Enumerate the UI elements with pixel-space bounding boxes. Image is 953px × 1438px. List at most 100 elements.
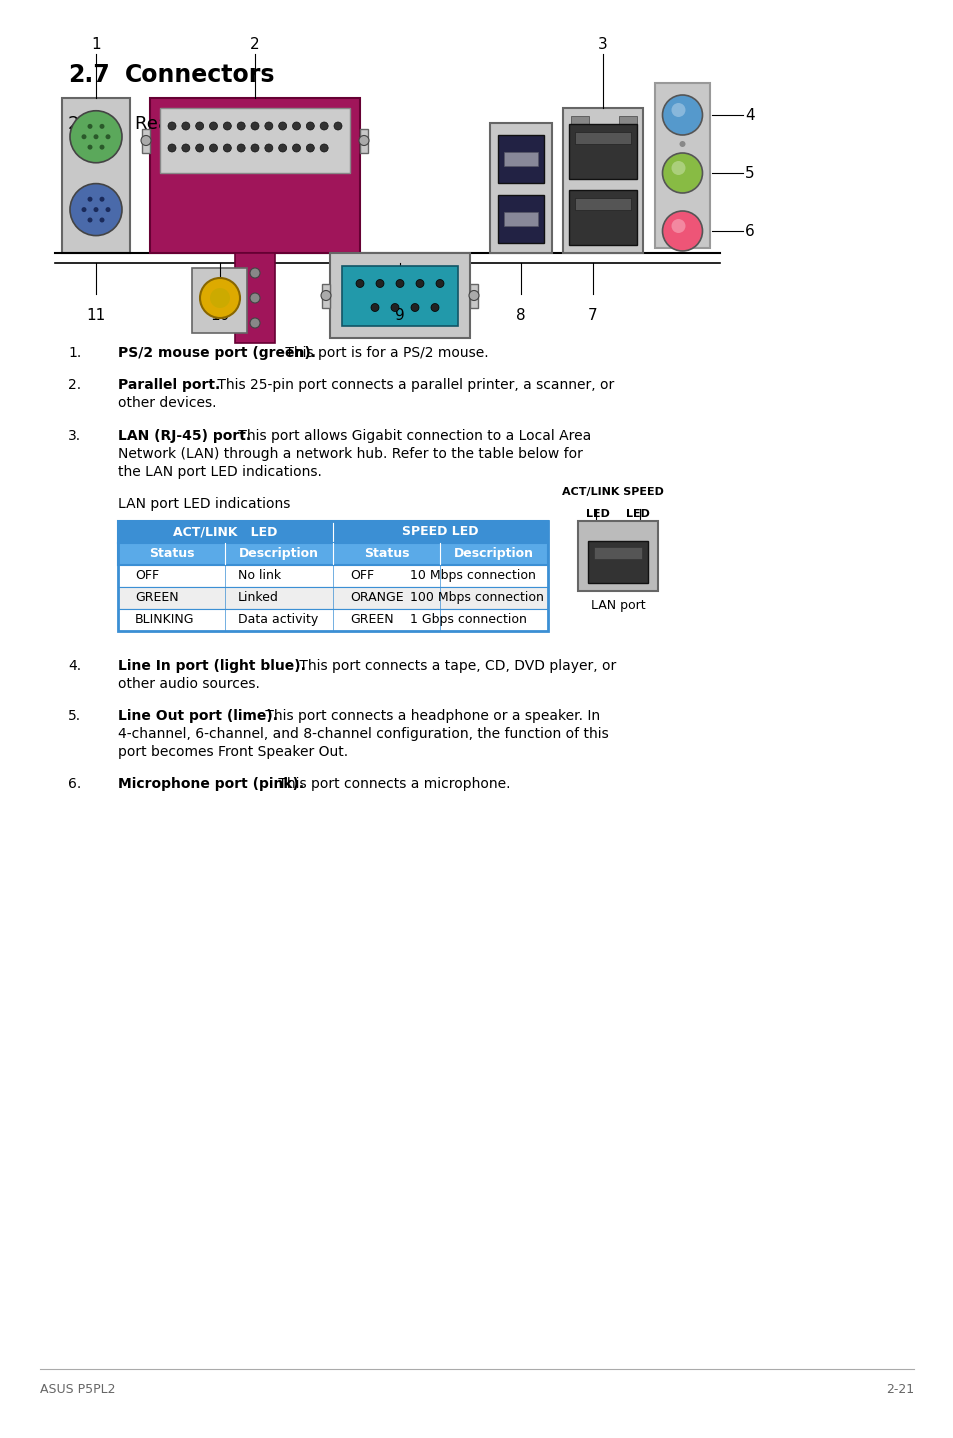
Text: 2.7: 2.7 — [68, 63, 110, 88]
Bar — [568, 190, 637, 244]
Circle shape — [251, 122, 258, 129]
Text: Line In port (light blue).: Line In port (light blue). — [118, 659, 306, 673]
Circle shape — [93, 134, 98, 139]
Text: 6: 6 — [744, 223, 754, 239]
Bar — [118, 587, 547, 608]
Bar — [142, 128, 150, 152]
Bar — [118, 608, 547, 631]
Bar — [575, 198, 630, 210]
Text: This port connects a tape, CD, DVD player, or: This port connects a tape, CD, DVD playe… — [294, 659, 616, 673]
Bar — [118, 565, 547, 587]
Circle shape — [237, 122, 245, 129]
Circle shape — [265, 144, 273, 152]
Circle shape — [182, 122, 190, 129]
Text: 4-channel, 6-channel, and 8-channel configuration, the function of this: 4-channel, 6-channel, and 8-channel conf… — [118, 728, 608, 741]
Text: the LAN port LED indications.: the LAN port LED indications. — [118, 464, 321, 479]
Text: 1.: 1. — [68, 347, 81, 360]
Circle shape — [106, 207, 111, 211]
Bar — [341, 266, 457, 325]
Text: 3.: 3. — [68, 429, 81, 443]
Bar — [118, 521, 547, 631]
Circle shape — [431, 303, 438, 312]
Text: SPEED LED: SPEED LED — [402, 525, 478, 538]
Circle shape — [661, 211, 701, 252]
Circle shape — [250, 293, 260, 303]
Circle shape — [293, 122, 300, 129]
Circle shape — [250, 267, 260, 278]
Text: GREEN: GREEN — [350, 613, 393, 626]
Bar — [503, 152, 537, 165]
Text: 1 Gbps connection: 1 Gbps connection — [410, 613, 526, 626]
Text: port becomes Front Speaker Out.: port becomes Front Speaker Out. — [118, 745, 348, 759]
Circle shape — [278, 122, 286, 129]
Bar — [587, 541, 647, 582]
Text: Description: Description — [239, 546, 319, 559]
Text: 3: 3 — [598, 37, 607, 52]
Text: Line Out port (lime).: Line Out port (lime). — [118, 709, 277, 723]
Text: Connectors: Connectors — [125, 63, 275, 88]
Circle shape — [250, 318, 260, 328]
Circle shape — [182, 144, 190, 152]
Bar — [575, 132, 630, 144]
Circle shape — [237, 144, 245, 152]
Circle shape — [210, 144, 217, 152]
Text: 5.: 5. — [68, 709, 81, 723]
Circle shape — [391, 303, 398, 312]
Circle shape — [99, 197, 105, 201]
Bar — [562, 108, 642, 253]
Circle shape — [195, 144, 203, 152]
Circle shape — [306, 144, 314, 152]
Circle shape — [99, 124, 105, 129]
Text: 10 Mbps connection: 10 Mbps connection — [410, 569, 536, 582]
Text: 4: 4 — [744, 108, 754, 122]
Bar — [322, 283, 330, 308]
Bar — [497, 135, 543, 183]
Circle shape — [88, 217, 92, 223]
Text: Rear panel connectors: Rear panel connectors — [135, 115, 337, 132]
Circle shape — [661, 152, 701, 193]
Circle shape — [88, 197, 92, 201]
Bar — [618, 116, 637, 127]
Text: 1: 1 — [91, 37, 101, 52]
Text: OFF: OFF — [134, 569, 159, 582]
Text: ASUS P5PL2: ASUS P5PL2 — [40, 1383, 115, 1396]
Text: BLINKING: BLINKING — [134, 613, 194, 626]
Text: Status: Status — [364, 546, 409, 559]
Circle shape — [210, 122, 217, 129]
Circle shape — [671, 161, 685, 175]
Circle shape — [469, 290, 478, 301]
Circle shape — [88, 145, 92, 150]
Text: other devices.: other devices. — [118, 397, 216, 410]
Circle shape — [375, 279, 384, 288]
Bar — [150, 98, 359, 253]
Text: Microphone port (pink).: Microphone port (pink). — [118, 778, 304, 791]
Circle shape — [99, 145, 105, 150]
Text: 2.7.1: 2.7.1 — [68, 115, 113, 132]
Bar — [118, 542, 547, 565]
Text: 2: 2 — [250, 37, 259, 52]
Circle shape — [416, 279, 423, 288]
Bar — [234, 253, 274, 344]
Circle shape — [293, 144, 300, 152]
Text: 9: 9 — [395, 308, 404, 324]
Text: LED: LED — [625, 509, 649, 519]
Circle shape — [210, 288, 230, 308]
Text: 4.: 4. — [68, 659, 81, 673]
Text: 11: 11 — [87, 308, 106, 324]
Bar — [655, 83, 709, 247]
Text: ACT/LINK   LED: ACT/LINK LED — [173, 525, 277, 538]
Bar — [497, 196, 543, 243]
Circle shape — [168, 122, 175, 129]
Circle shape — [99, 217, 105, 223]
Circle shape — [168, 144, 175, 152]
Text: This port is for a PS/2 mouse.: This port is for a PS/2 mouse. — [281, 347, 488, 360]
Circle shape — [320, 144, 328, 152]
Circle shape — [411, 303, 418, 312]
Circle shape — [395, 279, 403, 288]
Circle shape — [306, 122, 314, 129]
Text: LED: LED — [585, 509, 609, 519]
Circle shape — [436, 279, 443, 288]
Text: This 25-pin port connects a parallel printer, a scanner, or: This 25-pin port connects a parallel pri… — [213, 378, 614, 393]
Circle shape — [106, 134, 111, 139]
Text: Data activity: Data activity — [238, 613, 318, 626]
